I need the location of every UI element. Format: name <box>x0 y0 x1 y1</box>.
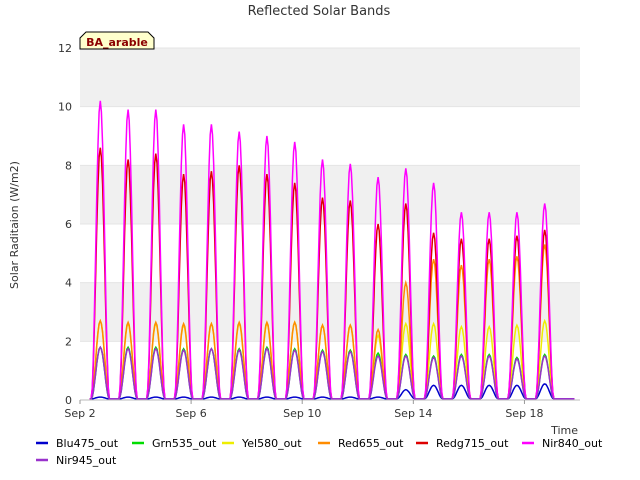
legend: Blu475_out Grn535_out Yel580_out Red655_out… <box>36 437 603 467</box>
series-line-nir840-out <box>89 100 575 400</box>
legend-label: Grn535_out <box>152 437 217 450</box>
legend-label: Nir840_out <box>542 437 603 450</box>
legend-label: Red655_out <box>338 437 404 450</box>
y-axis-ticks: 0 2 4 6 8 10 12 <box>58 42 72 407</box>
y-tick-label: 2 <box>65 335 72 348</box>
series-line-blu475-out <box>89 383 575 400</box>
y-tick-label: 6 <box>65 218 72 231</box>
y-tick-label: 4 <box>65 277 72 290</box>
x-tick-label: Sep 2 <box>64 407 95 420</box>
x-axis-ticks: Sep 2 Sep 6 Sep 10 Sep 14 Sep 18 <box>64 399 580 420</box>
legend-item: Yel580_out <box>222 437 302 450</box>
legend-item: Blu475_out <box>36 437 119 450</box>
y-tick-label: 12 <box>58 42 72 55</box>
y-tick-label: 10 <box>58 101 72 114</box>
legend-label: Redg715_out <box>436 437 509 450</box>
series-lines <box>89 100 575 400</box>
x-axis-label: Time <box>550 424 578 437</box>
legend-label: Blu475_out <box>56 437 119 450</box>
chart-title: Reflected Solar Bands <box>248 4 391 19</box>
series-line-nir945-out <box>89 345 575 400</box>
x-tick-label: Sep 14 <box>394 407 432 420</box>
legend-label: Nir945_out <box>56 454 117 467</box>
grid-band <box>80 48 580 107</box>
legend-item: Redg715_out <box>416 437 509 450</box>
site-badge: BA_arable <box>79 31 155 50</box>
legend-item: Nir945_out <box>36 454 117 467</box>
y-tick-label: 0 <box>65 394 72 407</box>
y-axis-label: Solar Raditaion (W/m2) <box>8 161 21 289</box>
grid-band <box>80 282 580 342</box>
x-tick-label: Sep 18 <box>505 407 543 420</box>
y-tick-label: 8 <box>65 159 72 172</box>
site-badge-label: BA_arable <box>86 36 148 49</box>
legend-item: Nir840_out <box>522 437 603 450</box>
legend-item: Grn535_out <box>132 437 217 450</box>
x-tick-label: Sep 6 <box>175 407 206 420</box>
legend-label: Yel580_out <box>241 437 302 450</box>
grid-band <box>80 165 580 224</box>
x-tick-label: Sep 10 <box>283 407 321 420</box>
legend-item: Red655_out <box>318 437 404 450</box>
